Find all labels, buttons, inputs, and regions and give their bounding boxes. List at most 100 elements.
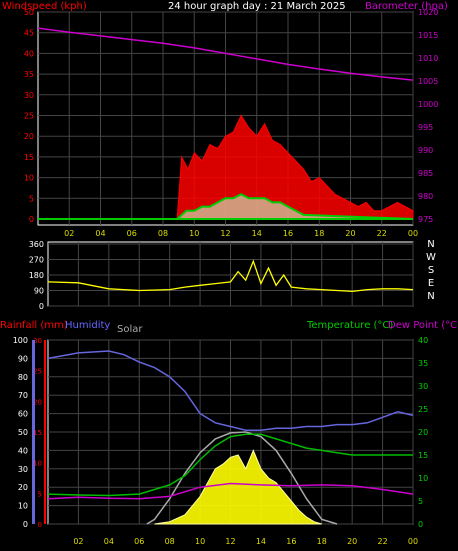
direction-tick-label: 180	[29, 271, 44, 280]
barometer-line	[37, 27, 414, 81]
temperature-panel-grid	[48, 339, 414, 525]
x-tick-label: 02	[73, 537, 83, 546]
barometer-tick-label: 1015	[418, 31, 438, 40]
temperature-tick-label: 40	[418, 336, 428, 345]
x-tick-label: 04	[104, 537, 114, 546]
direction-tick-label: 0	[39, 302, 44, 311]
windspeed-tick-label: 25	[24, 112, 34, 121]
rainfall-tick-label: 5	[38, 490, 42, 498]
barometer-tick-label: 1020	[418, 8, 438, 17]
temperature-line	[47, 433, 413, 497]
direction-tick-label: 360	[29, 240, 44, 249]
x-tick-label: 14	[252, 229, 262, 238]
barometer-tick-label: 1005	[418, 77, 438, 86]
compass-label: N	[427, 239, 434, 250]
wind-direction-line	[47, 259, 414, 293]
x-tick-label: 06	[134, 537, 144, 546]
temperature-tick-label: 5	[418, 497, 423, 506]
direction-tick-label: 90	[34, 287, 44, 296]
temperature-tick-label: 10	[418, 474, 428, 483]
x-tick-label: 00	[408, 229, 418, 238]
compass-label: S	[428, 265, 434, 276]
temperature-panel-series	[47, 350, 414, 525]
x-tick-label: 18	[314, 229, 324, 238]
windspeed-tick-label: 10	[24, 174, 34, 183]
x-tick-label: 10	[189, 229, 199, 238]
dewpoint-line	[47, 482, 414, 500]
wind-panel-x-labels: 02 04 06 08 10 12 14 16 18 20 22 00	[64, 229, 418, 238]
x-tick-label: 08	[165, 537, 175, 546]
wind-panel-y-labels: 0510152025303540455097598098599099510001…	[24, 8, 439, 224]
windspeed-tick-label: 50	[24, 8, 34, 17]
x-tick-label: 16	[286, 537, 296, 546]
average-wind-area	[38, 193, 414, 220]
rainfall-tick-label: 25	[33, 368, 42, 376]
humidity-tick-label: 70	[18, 391, 28, 400]
direction-tick-label: 270	[29, 256, 44, 265]
humidity-tick-label: 60	[18, 410, 28, 419]
solar-axis-title: Solar	[117, 324, 143, 335]
barometer-tick-label: 1000	[418, 100, 438, 109]
humidity-tick-label: 10	[18, 502, 28, 511]
humidity-tick-label: 50	[18, 428, 28, 437]
temperature-tick-label: 30	[418, 382, 428, 391]
x-tick-label: 22	[377, 537, 387, 546]
windspeed-tick-label: 15	[24, 153, 34, 162]
rainfall-tick-label: 0	[38, 521, 42, 529]
humidity-tick-label: 40	[18, 446, 28, 455]
barometer-tick-label: 975	[418, 215, 433, 224]
windspeed-tick-label: 40	[24, 49, 34, 58]
temperature-axis-title: Temperature (°C)	[306, 320, 393, 331]
windspeed-tick-label: 20	[24, 132, 34, 141]
x-tick-label: 12	[225, 537, 235, 546]
rainfall-tick-label: 10	[33, 460, 42, 468]
direction-panel-grid	[48, 242, 414, 307]
x-tick-label: 10	[195, 537, 205, 546]
x-tick-label: 20	[347, 537, 357, 546]
rainfall-tick-label: 30	[33, 337, 42, 345]
solar-max-curve	[146, 431, 338, 525]
rainfall-axis-title: Rainfall (mm)	[0, 320, 68, 331]
x-tick-label: 18	[317, 537, 327, 546]
compass-label: W	[426, 252, 436, 263]
direction-panel-y-labels: 0 90 180 270 360	[29, 240, 44, 311]
humidity-axis-title: Humidity	[65, 320, 110, 331]
barometer-tick-label: 995	[418, 123, 433, 132]
windspeed-tick-label: 35	[24, 70, 34, 79]
humidity-tick-label: 80	[18, 373, 28, 382]
barometer-tick-label: 980	[418, 192, 433, 201]
x-tick-label: 02	[64, 229, 74, 238]
wind-panel-series	[37, 27, 414, 220]
temperature-tick-label: 25	[418, 405, 428, 414]
x-tick-label: 14	[256, 537, 266, 546]
x-tick-label: 16	[283, 229, 293, 238]
barometer-tick-label: 1010	[418, 54, 438, 63]
humidity-tick-label: 20	[18, 483, 28, 492]
temperature-tick-label: 0	[418, 520, 423, 529]
windspeed-tick-label: 0	[29, 215, 34, 224]
barometer-tick-label: 990	[418, 146, 433, 155]
compass-label: N	[427, 291, 434, 302]
barometer-tick-label: 985	[418, 169, 433, 178]
temperature-tick-label: 20	[418, 428, 428, 437]
humidity-tick-label: 100	[13, 336, 28, 345]
x-tick-label: 04	[95, 229, 105, 238]
x-tick-label: 12	[220, 229, 230, 238]
x-tick-label: 08	[158, 229, 168, 238]
windspeed-tick-label: 5	[29, 194, 34, 203]
compass-label: E	[428, 278, 434, 289]
temperature-tick-label: 15	[418, 451, 428, 460]
rainfall-scale-bar	[44, 340, 46, 524]
barometer-axis-title: Barometer (hpa)	[365, 1, 448, 12]
dewpoint-axis-title: Dew Point (°C)	[388, 320, 458, 331]
rainfall-tick-label: 20	[33, 398, 42, 406]
humidity-tick-label: 30	[18, 465, 28, 474]
chart-title: 24 hour graph day : 21 March 2025	[168, 1, 346, 12]
humidity-scale-bar	[32, 340, 35, 524]
rainfall-tick-label: 15	[33, 429, 42, 437]
humidity-tick-label: 90	[18, 354, 28, 363]
temperature-panel-x-labels: 02 04 06 08 10 12 14 16 18 20 22 00	[73, 537, 418, 546]
windspeed-tick-label: 30	[24, 91, 34, 100]
